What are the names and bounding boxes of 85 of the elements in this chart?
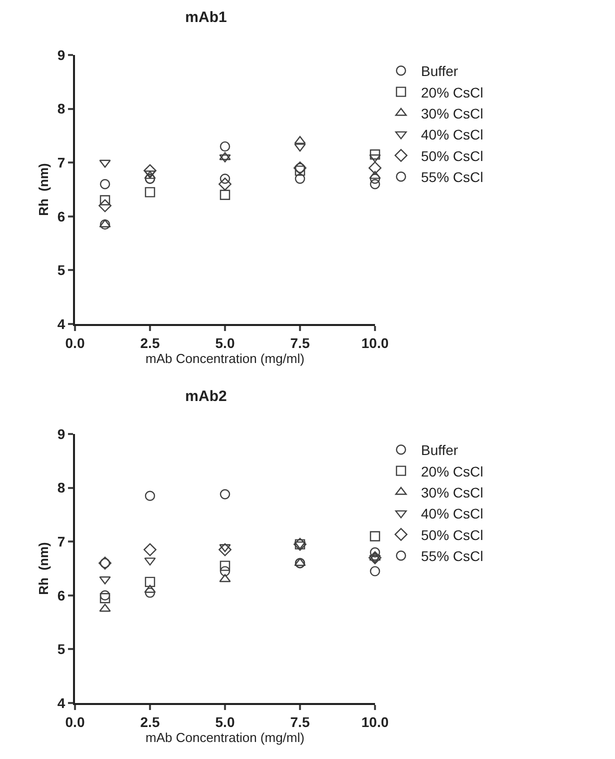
point bbox=[369, 154, 381, 162]
point bbox=[99, 219, 111, 228]
legend-label: 40% CsCl bbox=[421, 506, 484, 522]
x-tick-label: 5.0 bbox=[215, 714, 235, 730]
point bbox=[368, 551, 382, 564]
chart-title: mAb2 bbox=[185, 388, 227, 405]
point bbox=[144, 576, 156, 588]
x-axis-title: mAb Concentration (mg/ml) bbox=[146, 730, 304, 745]
x-tick-label: 0.0 bbox=[65, 714, 85, 730]
legend-label: Buffer bbox=[421, 63, 458, 80]
point bbox=[100, 590, 110, 600]
point bbox=[294, 174, 306, 184]
point bbox=[368, 162, 382, 174]
point bbox=[218, 178, 232, 191]
y-tick-label: 6 bbox=[57, 587, 66, 604]
y-tick-label: 9 bbox=[57, 426, 66, 442]
point bbox=[100, 219, 110, 230]
point bbox=[144, 187, 156, 198]
legend-label: Buffer bbox=[421, 442, 458, 458]
x-tick-label: 2.5 bbox=[140, 334, 160, 351]
point bbox=[220, 190, 230, 200]
point bbox=[220, 566, 230, 576]
x-tick-label: 10.0 bbox=[361, 334, 389, 351]
point bbox=[294, 541, 306, 550]
point bbox=[219, 574, 231, 582]
y-tick-label: 7 bbox=[57, 154, 66, 170]
x-tick-label: 10.0 bbox=[361, 714, 389, 730]
legend-label: 20% CsCl bbox=[421, 463, 484, 480]
point bbox=[294, 166, 306, 176]
y-tick-label: 9 bbox=[57, 46, 66, 63]
point bbox=[220, 489, 230, 500]
point bbox=[219, 154, 231, 162]
legend-label: 40% CsCl bbox=[421, 126, 484, 143]
legend-label: 30% CsCl bbox=[421, 484, 484, 500]
point bbox=[370, 531, 380, 542]
y-axis-title: Rh (nm) bbox=[36, 542, 51, 595]
point bbox=[99, 604, 111, 612]
chart-title: mAb1 bbox=[185, 8, 227, 26]
point bbox=[100, 179, 110, 190]
y-axis-title: Rh (nm) bbox=[36, 163, 51, 216]
point bbox=[144, 164, 156, 178]
point bbox=[369, 554, 381, 563]
point bbox=[294, 144, 306, 152]
point bbox=[370, 566, 380, 576]
y-tick-label: 8 bbox=[57, 100, 66, 117]
point bbox=[220, 560, 230, 571]
point bbox=[370, 149, 380, 160]
y-tick-label: 8 bbox=[57, 480, 66, 496]
point bbox=[370, 547, 380, 558]
point bbox=[369, 552, 381, 561]
point bbox=[370, 179, 380, 190]
point bbox=[144, 543, 156, 556]
point bbox=[98, 199, 112, 212]
y-tick-label: 5 bbox=[57, 262, 66, 278]
x-tick-label: 7.5 bbox=[290, 334, 310, 351]
point bbox=[144, 588, 156, 598]
legend-label: 50% CsCl bbox=[421, 148, 484, 164]
y-tick-label: 7 bbox=[57, 534, 66, 550]
x-axis-title: mAb Concentration (mg/ml) bbox=[146, 350, 304, 366]
legend-label: 55% CsCl bbox=[421, 548, 484, 564]
legend-label: 50% CsCl bbox=[421, 526, 484, 543]
point bbox=[369, 170, 381, 179]
point bbox=[100, 592, 110, 604]
point bbox=[144, 490, 156, 501]
point bbox=[99, 576, 111, 584]
point bbox=[220, 174, 230, 184]
legend-label: 30% CsCl bbox=[421, 105, 484, 122]
x-tick-label: 7.5 bbox=[290, 714, 310, 730]
point bbox=[220, 141, 230, 152]
y-tick-label: 6 bbox=[57, 208, 66, 224]
point bbox=[99, 160, 111, 168]
legend-label: 55% CsCl bbox=[421, 169, 484, 186]
point bbox=[219, 152, 231, 160]
point bbox=[218, 543, 232, 556]
point bbox=[100, 195, 110, 206]
y-tick-label: 4 bbox=[57, 316, 66, 332]
x-tick-label: 0.0 bbox=[65, 334, 85, 351]
point bbox=[219, 544, 231, 552]
legend-label: 20% CsCl bbox=[421, 84, 484, 100]
y-tick-label: 5 bbox=[57, 641, 66, 658]
point bbox=[144, 558, 156, 566]
point bbox=[144, 584, 156, 593]
y-tick-label: 4 bbox=[57, 694, 66, 711]
x-tick-label: 5.0 bbox=[215, 334, 235, 351]
x-tick-label: 2.5 bbox=[140, 714, 160, 730]
